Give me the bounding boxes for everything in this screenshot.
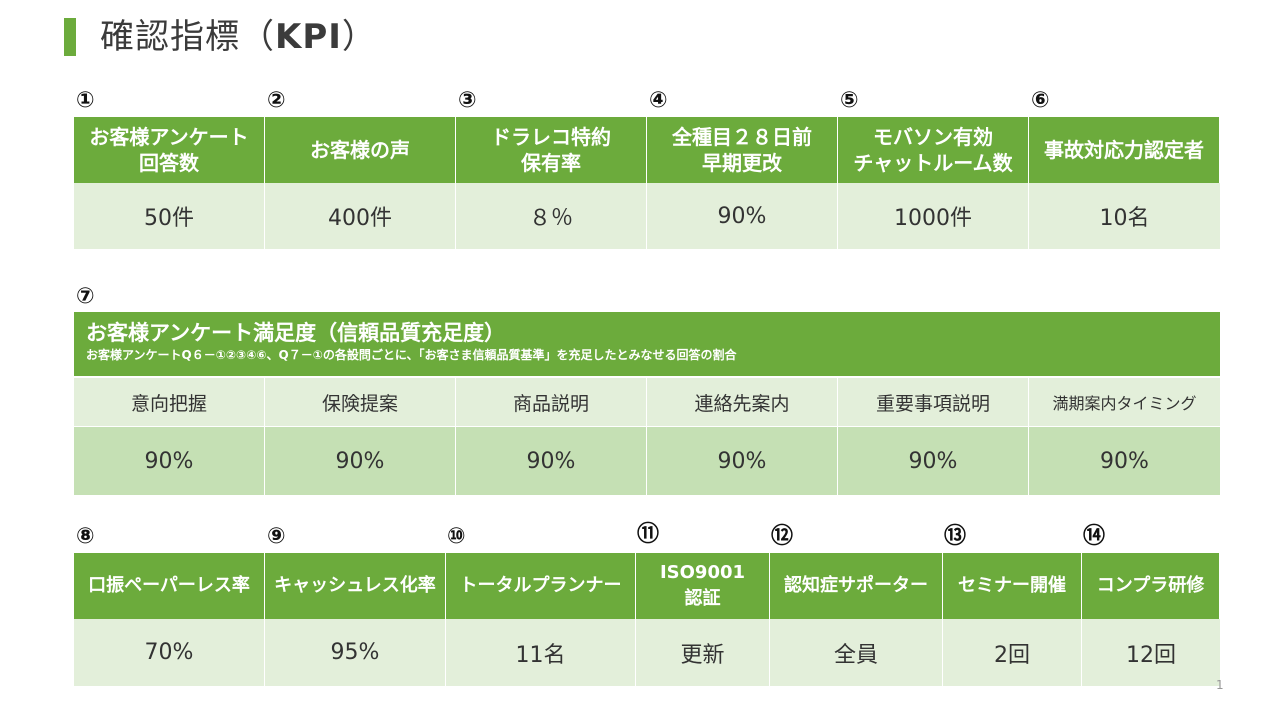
satisfaction-note: お客様アンケートQ６－①②③④⑥、Q７－①の各設問ごとに、「お客さま信頼品質基準… — [86, 348, 737, 362]
satisfaction-value: 90% — [1029, 426, 1220, 495]
kpi-value: ８％ — [456, 183, 647, 249]
kpi-header-certified-staff: 事故対応力認定者 — [1029, 117, 1220, 183]
kpi-number-14: ⑭ — [1083, 524, 1106, 549]
kpi-table-1: お客様アンケート 回答数 お客様の声 ドラレコ特約 保有率 全種目２８日前 早期更改 … — [74, 117, 1220, 249]
satisfaction-item: 満期案内タイミング — [1029, 378, 1220, 426]
kpi-value: 1000件 — [838, 183, 1029, 249]
kpi-number-9: ⑨ — [267, 524, 286, 549]
satisfaction-item: 意向把握 — [74, 378, 265, 426]
kpi-value: 400件 — [265, 183, 456, 249]
kpi-number-11: ⑪ — [637, 522, 660, 547]
kpi-value: 50件 — [74, 183, 265, 249]
kpi-header-iso9001: ISO9001 認証 — [636, 553, 770, 619]
kpi-value: 70% — [74, 619, 265, 686]
kpi-number-1: ① — [76, 88, 95, 113]
kpi-number-4: ④ — [649, 88, 668, 113]
satisfaction-item: 商品説明 — [456, 378, 647, 426]
page-title: 確認指標（KPI） — [100, 17, 377, 57]
kpi-value: 更新 — [636, 619, 770, 686]
satisfaction-item: 連絡先案内 — [647, 378, 838, 426]
kpi-header-compliance-training: コンプラ研修 — [1082, 553, 1220, 619]
kpi-number-10: ⑩ — [447, 524, 466, 549]
kpi-number-3: ③ — [458, 88, 477, 113]
kpi-value: 11名 — [446, 619, 636, 686]
kpi-number-2: ② — [267, 88, 286, 113]
kpi-header-total-planner: トータルプランナー — [446, 553, 636, 619]
kpi-header-dementia-supporter: 認知症サポーター — [770, 553, 943, 619]
satisfaction-item: 重要事項説明 — [838, 378, 1029, 426]
kpi-header-early-renewal: 全種目２８日前 早期更改 — [647, 117, 838, 183]
satisfaction-value: 90% — [456, 426, 647, 495]
kpi-header-survey-responses: お客様アンケート 回答数 — [74, 117, 265, 183]
satisfaction-value: 90% — [647, 426, 838, 495]
title-accent-bar — [64, 18, 76, 56]
kpi-header-paperless: 口振ペーパーレス率 — [74, 553, 265, 619]
kpi-number-5: ⑤ — [840, 88, 859, 113]
kpi-header-customer-voice: お客様の声 — [265, 117, 456, 183]
kpi-value: 2回 — [943, 619, 1082, 686]
kpi-value: 12回 — [1082, 619, 1220, 686]
kpi-header-seminar: セミナー開催 — [943, 553, 1082, 619]
kpi-value: 全員 — [770, 619, 943, 686]
kpi-value: 95% — [265, 619, 446, 686]
satisfaction-value: 90% — [838, 426, 1029, 495]
kpi-value: 90% — [647, 183, 838, 249]
satisfaction-header: お客様アンケート満足度（信頼品質充足度） お客様アンケートQ６－①②③④⑥、Q７… — [74, 312, 1220, 376]
kpi-number-7: ⑦ — [76, 284, 95, 309]
kpi-header-dashcam-rider: ドラレコ特約 保有率 — [456, 117, 647, 183]
satisfaction-value: 90% — [74, 426, 265, 495]
kpi-number-13: ⑬ — [944, 524, 967, 549]
kpi-value: 10名 — [1029, 183, 1220, 249]
kpi-number-6: ⑥ — [1031, 88, 1050, 113]
page-number: 1 — [1216, 678, 1224, 692]
satisfaction-table: 意向把握 保険提案 商品説明 連絡先案内 重要事項説明 満期案内タイミング 90… — [74, 378, 1220, 495]
kpi-number-8: ⑧ — [76, 524, 95, 549]
kpi-table-3: 口振ペーパーレス率 キャッシュレス化率 トータルプランナー ISO9001 認証 … — [74, 553, 1220, 686]
kpi-header-cashless: キャッシュレス化率 — [265, 553, 446, 619]
satisfaction-title: お客様アンケート満足度（信頼品質充足度） — [86, 321, 506, 345]
satisfaction-value: 90% — [265, 426, 456, 495]
kpi-number-12: ⑫ — [771, 524, 794, 549]
kpi-header-chatrooms: モバソン有効 チャットルーム数 — [838, 117, 1029, 183]
satisfaction-item: 保険提案 — [265, 378, 456, 426]
